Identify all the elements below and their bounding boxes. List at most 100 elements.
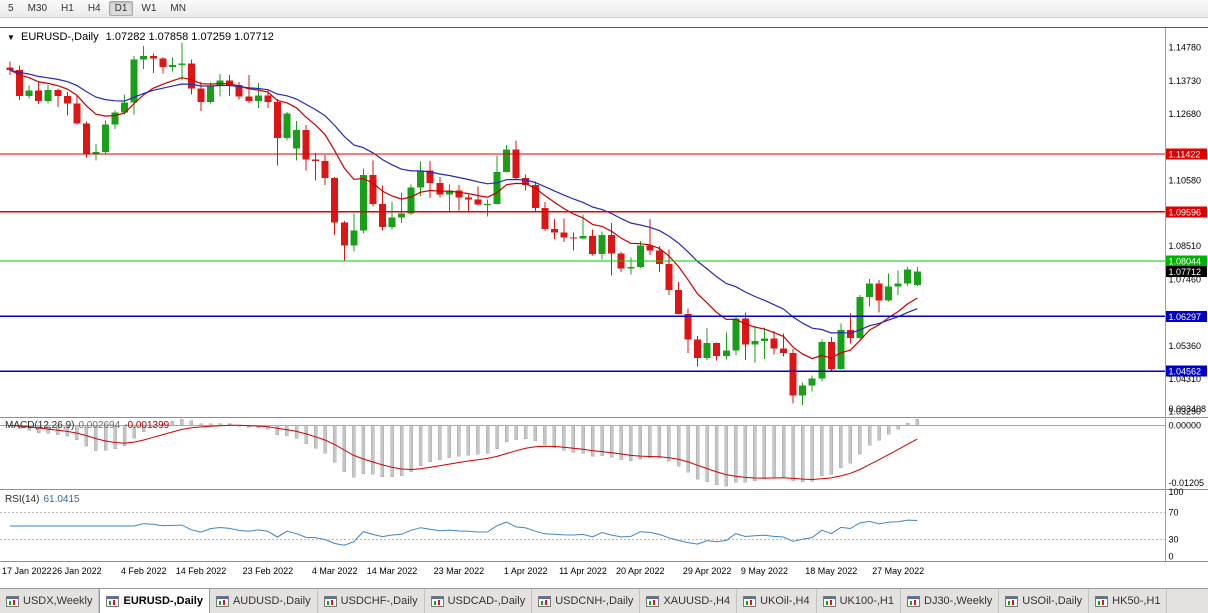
svg-text:1.11422: 1.11422 xyxy=(1169,150,1201,160)
timeframe-button-d1[interactable]: D1 xyxy=(108,1,134,16)
svg-text:11 Apr 2022: 11 Apr 2022 xyxy=(559,566,607,576)
timeframe-button-m30[interactable]: M30 xyxy=(27,3,48,14)
svg-text:1.13730: 1.13730 xyxy=(1169,76,1202,86)
chart-tab-bar: USDX,Weekly EURUSD-,Daily AUDUSD-,Daily USD… xyxy=(0,588,1208,613)
timeframe-toolbar: 5 M30 H1 H4 D1 W1 MN xyxy=(0,0,1208,18)
chart-ohlc-values: 1.07282 1.07858 1.07259 1.07712 xyxy=(105,31,274,43)
svg-text:1.06297: 1.06297 xyxy=(1169,312,1202,322)
svg-text:14 Feb 2022: 14 Feb 2022 xyxy=(176,566,227,576)
mini-chart-icon xyxy=(323,595,337,607)
rsi-level-lines xyxy=(0,511,1165,541)
chart-tab-usdcnh-daily[interactable]: USDCNH-,Daily xyxy=(532,589,641,613)
candlestick-series xyxy=(6,42,921,406)
svg-text:23 Mar 2022: 23 Mar 2022 xyxy=(434,566,485,576)
timeframe-button-mn[interactable]: MN xyxy=(170,3,186,14)
rsi-line xyxy=(10,519,918,546)
svg-text:14 Mar 2022: 14 Mar 2022 xyxy=(367,566,418,576)
svg-text:23 Feb 2022: 23 Feb 2022 xyxy=(243,566,294,576)
rsi-indicator-label: RSI(14) 61.0415 xyxy=(5,494,80,505)
rsi-axis: 100 70 30 0 xyxy=(1169,487,1184,562)
svg-text:1.04310: 1.04310 xyxy=(1169,374,1202,384)
svg-text:1.07460: 1.07460 xyxy=(1169,275,1202,285)
svg-text:27 May 2022: 27 May 2022 xyxy=(872,566,924,576)
macd-axis: 0.003408 0.00000 -0.01205 xyxy=(1169,404,1207,488)
chart-tab-usdx-weekly[interactable]: USDX,Weekly xyxy=(0,589,100,613)
timeframe-button-h1[interactable]: H1 xyxy=(61,3,74,14)
timeframe-button-w1[interactable]: W1 xyxy=(141,3,157,14)
chart-tab-usdchf-daily[interactable]: USDCHF-,Daily xyxy=(318,589,425,613)
date-axis: 17 Jan 2022 26 Jan 2022 4 Feb 2022 14 Feb 2… xyxy=(2,566,924,576)
chart-tab-label: UK100-,H1 xyxy=(839,595,894,607)
mini-chart-icon xyxy=(6,595,19,607)
chart-tab-label: USDCAD-,Daily xyxy=(447,595,526,607)
svg-text:20 Apr 2022: 20 Apr 2022 xyxy=(616,566,665,576)
macd-main-value: 0.002694 xyxy=(78,420,121,431)
mini-chart-icon xyxy=(822,595,836,607)
svg-text:70: 70 xyxy=(1169,507,1179,517)
chart-tab-label: USDCHF-,Daily xyxy=(340,595,418,607)
chart-tab-usoil-daily[interactable]: USOil-,Daily xyxy=(999,589,1090,613)
svg-text:1.09596: 1.09596 xyxy=(1169,207,1202,217)
chart-tab-audusd-daily[interactable]: AUDUSD-,Daily xyxy=(210,589,318,613)
rsi-name: RSI(14) xyxy=(5,494,40,505)
svg-text:0.003408: 0.003408 xyxy=(1169,404,1207,414)
chart-tab-hk50-h1[interactable]: HK50-,H1 xyxy=(1089,589,1168,613)
svg-text:1 Apr 2022: 1 Apr 2022 xyxy=(504,566,548,576)
macd-signal-line xyxy=(9,424,918,481)
svg-text:17 Jan 2022: 17 Jan 2022 xyxy=(2,566,52,576)
svg-text:1.10580: 1.10580 xyxy=(1169,176,1202,186)
mini-chart-icon xyxy=(1005,595,1019,607)
svg-text:-0.01205: -0.01205 xyxy=(1169,478,1205,488)
svg-text:9 May 2022: 9 May 2022 xyxy=(741,566,788,576)
panel-separators xyxy=(0,27,1208,562)
svg-text:1.05360: 1.05360 xyxy=(1169,341,1202,351)
chart-tab-label: XAUUSD-,H4 xyxy=(663,595,731,607)
chart-tab-label: USDX,Weekly xyxy=(23,595,93,607)
mini-chart-icon xyxy=(215,595,229,607)
chart-symbol-label: EURUSD-,Daily xyxy=(20,31,99,43)
svg-text:1.14780: 1.14780 xyxy=(1169,43,1202,53)
horizontal-level-lines xyxy=(0,153,1165,372)
chart-tab-label: AUDUSD-,Daily xyxy=(232,595,311,607)
chart-tab-label: UKOil-,H4 xyxy=(760,595,810,607)
moving-average-21 xyxy=(9,69,918,334)
macd-histogram xyxy=(8,418,919,487)
chart-tab-ukoil-h4[interactable]: UKOil-,H4 xyxy=(737,589,817,613)
mini-chart-icon xyxy=(538,595,552,607)
moving-average-10 xyxy=(9,69,918,360)
chart-tab-label: USDCNH-,Daily xyxy=(555,595,634,607)
symbol-dropdown-icon[interactable]: ▼ xyxy=(7,33,15,42)
chart-title: ▼ EURUSD-,Daily 1.07282 1.07858 1.07259 … xyxy=(7,31,274,43)
svg-text:0.00000: 0.00000 xyxy=(1169,420,1202,430)
chart-tab-label: USOil-,Daily xyxy=(1022,595,1083,607)
chart-tab-label: HK50-,H1 xyxy=(1112,595,1161,607)
mini-chart-icon xyxy=(430,595,444,607)
chart-tab-label: DJ30-,Weekly xyxy=(924,595,993,607)
price-axis: 1.14780 1.13730 1.12680 1.11422 1.10580 1.095… xyxy=(1166,43,1207,417)
svg-text:100: 100 xyxy=(1169,487,1184,497)
svg-text:1.04562: 1.04562 xyxy=(1169,367,1202,377)
macd-indicator-label: MACD(12,26,9) 0.002694 -0.001399 xyxy=(5,420,169,431)
svg-text:1.12680: 1.12680 xyxy=(1169,109,1202,119)
svg-text:0: 0 xyxy=(1169,552,1174,562)
svg-text:1.03290: 1.03290 xyxy=(1169,407,1202,417)
timeframe-button-5[interactable]: 5 xyxy=(8,3,14,14)
timeframe-button-h4[interactable]: H4 xyxy=(87,3,101,14)
chart-tab-dj30-weekly[interactable]: DJ30-,Weekly xyxy=(901,589,1000,613)
mini-chart-icon xyxy=(106,595,120,607)
svg-text:4 Feb 2022: 4 Feb 2022 xyxy=(121,566,167,576)
chart-tab-xauusd-h4[interactable]: XAUUSD-,H4 xyxy=(640,589,738,613)
svg-text:4 Mar 2022: 4 Mar 2022 xyxy=(312,566,358,576)
chart-tab-eurusd-daily[interactable]: EURUSD-,Daily xyxy=(99,589,210,613)
svg-text:30: 30 xyxy=(1169,535,1179,545)
svg-text:1.08510: 1.08510 xyxy=(1169,241,1202,251)
mini-chart-icon xyxy=(743,595,757,607)
chart-tab-uk100-h1[interactable]: UK100-,H1 xyxy=(817,589,901,613)
svg-text:1.07712: 1.07712 xyxy=(1169,267,1202,277)
svg-text:18 May 2022: 18 May 2022 xyxy=(805,566,857,576)
svg-text:29 Apr 2022: 29 Apr 2022 xyxy=(683,566,732,576)
svg-text:1.08044: 1.08044 xyxy=(1169,257,1202,267)
chart-tab-usdcad-daily[interactable]: USDCAD-,Daily xyxy=(425,589,533,613)
